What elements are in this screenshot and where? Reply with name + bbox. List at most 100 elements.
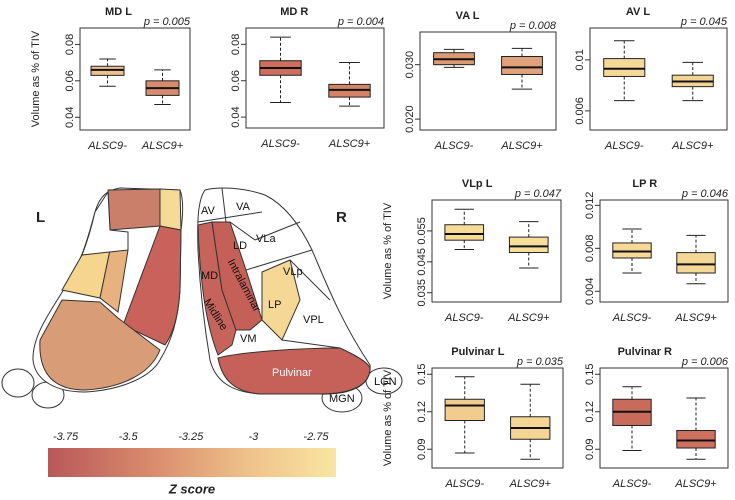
x-tick-label: ALSC9- bbox=[87, 140, 127, 152]
x-tick-label: ALSC9+ bbox=[141, 140, 184, 152]
x-tick-label: ALSC9+ bbox=[674, 478, 717, 490]
plot-frame bbox=[79, 27, 191, 131]
x-tick-label: ALSC9+ bbox=[674, 312, 717, 324]
y-tick-label: 0.04 bbox=[64, 107, 76, 128]
y-tick-label: 0.055 bbox=[416, 217, 428, 245]
plot-frame bbox=[431, 367, 564, 469]
region-label: Pulvinar bbox=[272, 367, 312, 379]
y-tick-label: 0.006 bbox=[574, 97, 586, 125]
y-tick-label: 0.01 bbox=[574, 49, 586, 70]
left-region bbox=[122, 225, 182, 346]
plot-frame bbox=[245, 27, 385, 129]
md-region bbox=[211, 221, 263, 331]
x-tick-label: ALSC9- bbox=[612, 478, 652, 490]
box bbox=[612, 242, 652, 259]
right-label: R bbox=[336, 209, 347, 226]
y-tick-label: 0.09 bbox=[416, 439, 428, 460]
left-region bbox=[39, 299, 161, 391]
p-value: p = 0.004 bbox=[337, 16, 384, 28]
box bbox=[444, 398, 485, 421]
plot-frame bbox=[599, 199, 729, 303]
y-tick-label: 0.06 bbox=[64, 70, 76, 91]
region-label: LP bbox=[268, 299, 281, 311]
x-tick-label: ALSC9- bbox=[444, 478, 484, 490]
chart-title: Pulvinar R bbox=[618, 346, 672, 358]
y-tick-label: 0.15 bbox=[416, 364, 428, 385]
colorbar-label: Z score bbox=[168, 481, 215, 496]
colorbar-tick-label: -3 bbox=[248, 431, 259, 443]
plot-frame bbox=[431, 199, 562, 303]
border bbox=[281, 339, 341, 349]
region-label: VM bbox=[240, 333, 257, 345]
region-label: VLp bbox=[283, 266, 303, 278]
plot-frame bbox=[419, 31, 557, 131]
p-value: p = 0.006 bbox=[681, 356, 729, 368]
left-lgn bbox=[1, 368, 35, 398]
plot-frame bbox=[599, 367, 729, 469]
box bbox=[444, 224, 485, 241]
region-label: VLa bbox=[256, 233, 276, 245]
x-tick-label: ALSC9+ bbox=[509, 478, 552, 490]
y-axis-label: Volume as % of TIV bbox=[382, 369, 394, 466]
p-value: p = 0.035 bbox=[516, 356, 564, 368]
box bbox=[603, 58, 646, 77]
left-label: L bbox=[36, 209, 45, 226]
thalamus-diagram bbox=[1, 187, 403, 413]
y-tick-label: 0.045 bbox=[416, 248, 428, 276]
colorbar-tick-label: -3.25 bbox=[178, 431, 204, 443]
box bbox=[501, 56, 543, 75]
chart-title: AV L bbox=[626, 6, 651, 18]
border bbox=[221, 187, 227, 223]
box bbox=[676, 252, 716, 274]
md-region bbox=[197, 221, 237, 356]
region-label: MD bbox=[201, 270, 218, 282]
y-tick-label: 0.035 bbox=[416, 279, 428, 307]
x-tick-label: ALSC9- bbox=[434, 140, 474, 152]
y-tick-label: 0.004 bbox=[584, 277, 596, 305]
region-label: AV bbox=[201, 205, 216, 217]
chart-title: VA L bbox=[456, 10, 480, 22]
left-region bbox=[107, 188, 161, 231]
p-value: p = 0.005 bbox=[143, 16, 191, 28]
colorbar bbox=[48, 448, 336, 477]
y-tick-label: 0.12 bbox=[416, 401, 428, 422]
y-axis-label: Volume as % of TIV bbox=[30, 30, 42, 127]
left-region bbox=[81, 190, 129, 256]
left-region bbox=[159, 188, 182, 231]
colorbar-tick-label: -3.75 bbox=[53, 431, 79, 443]
box bbox=[676, 430, 716, 449]
y-axis-label: Volume as % of TIV bbox=[382, 202, 394, 299]
p-value: p = 0.046 bbox=[681, 188, 729, 200]
plot-frame bbox=[589, 27, 728, 131]
chart-title: MD R bbox=[280, 6, 308, 18]
region-label: VPL bbox=[303, 314, 324, 326]
y-tick-label: 0.09 bbox=[584, 439, 596, 460]
x-tick-label: ALSC9- bbox=[604, 140, 644, 152]
y-tick-label: 0.12 bbox=[584, 401, 596, 422]
region-label: LGN bbox=[374, 376, 397, 388]
lp-region bbox=[261, 259, 301, 341]
p-value: p = 0.047 bbox=[514, 188, 562, 200]
x-tick-label: ALSC9+ bbox=[671, 140, 714, 152]
y-tick-label: 0.008 bbox=[584, 235, 596, 263]
p-value: p = 0.045 bbox=[680, 16, 728, 28]
pulvinar-region bbox=[217, 347, 371, 395]
y-tick-label: 0.012 bbox=[584, 192, 596, 220]
x-tick-label: ALSC9- bbox=[612, 312, 652, 324]
y-tick-label: 0.08 bbox=[230, 34, 242, 55]
box bbox=[508, 236, 549, 254]
y-tick-label: 0.06 bbox=[230, 70, 242, 91]
x-tick-label: ALSC9- bbox=[444, 312, 484, 324]
x-tick-label: ALSC9+ bbox=[328, 138, 371, 150]
chart-title: MD L bbox=[105, 6, 132, 18]
region-label: MGN bbox=[329, 393, 355, 405]
border bbox=[197, 211, 263, 223]
region-label: LD bbox=[233, 240, 247, 252]
border bbox=[229, 221, 256, 241]
y-tick-label: 0.030 bbox=[404, 51, 416, 79]
border bbox=[289, 259, 331, 301]
x-tick-label: ALSC9- bbox=[260, 138, 300, 150]
border bbox=[254, 221, 301, 241]
colorbar-tick-label: -2.75 bbox=[303, 431, 329, 443]
y-tick-label: 0.020 bbox=[404, 105, 416, 133]
